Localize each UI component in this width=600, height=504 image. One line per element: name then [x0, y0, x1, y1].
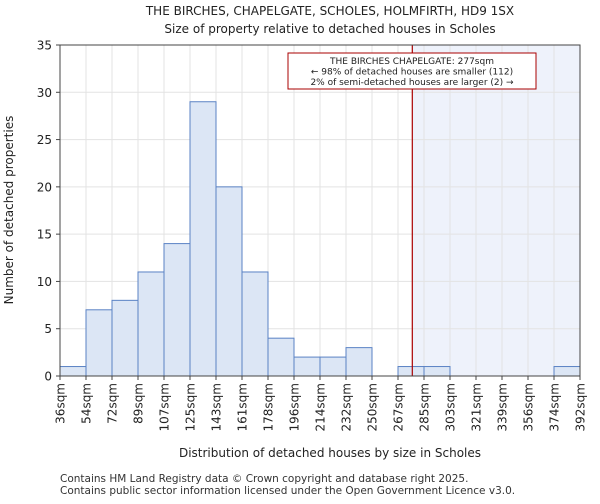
- x-tick-label: 54sqm: [80, 383, 94, 424]
- x-tick-label: 303sqm: [444, 383, 458, 431]
- x-tick-label: 339sqm: [496, 383, 510, 431]
- bar-232sqm: [345, 347, 373, 377]
- x-tick-label: 392sqm: [574, 383, 588, 431]
- annotation-box: THE BIRCHES CHAPELGATE: 277sqm ← 98% of …: [287, 52, 537, 90]
- bar-161sqm: [241, 271, 269, 377]
- x-tick-label: 107sqm: [158, 383, 172, 431]
- x-tick-label: 267sqm: [392, 383, 406, 431]
- x-axis-ticks: 36sqm 54sqm 72sqm 89sqm 107sqm 125sqm 143sqm 16…: [54, 376, 588, 431]
- larger-properties-region: [412, 45, 580, 376]
- bar-54sqm: [85, 309, 113, 377]
- y-tick-label: 10: [37, 275, 52, 289]
- x-tick-label: 232sqm: [340, 383, 354, 431]
- y-tick-label: 35: [37, 39, 52, 53]
- x-tick-label: 125sqm: [184, 383, 198, 431]
- annotation-line-1: THE BIRCHES CHAPELGATE: 277sqm: [329, 57, 494, 67]
- bar-214sqm: [319, 356, 347, 377]
- chart-subtitle: Size of property relative to detached ho…: [164, 22, 495, 36]
- bar-72sqm: [111, 299, 139, 377]
- x-tick-label: 285sqm: [418, 383, 432, 431]
- bar-285sqm: [423, 366, 451, 377]
- y-axis-label: Number of detached properties: [2, 116, 16, 305]
- bar-267sqm: [397, 366, 425, 377]
- footer-copyright: Contains HM Land Registry data © Crown c…: [60, 473, 468, 485]
- y-tick-label: 30: [37, 86, 52, 100]
- x-tick-label: 161sqm: [236, 383, 250, 431]
- y-axis-ticks: 0 5 10 15 20 25 30 35: [37, 39, 60, 384]
- x-tick-label: 321sqm: [470, 383, 484, 431]
- y-tick-label: 15: [37, 228, 52, 242]
- annotation-frame: [287, 52, 537, 90]
- bar-107sqm: [163, 243, 191, 377]
- bar-125sqm: [189, 101, 217, 377]
- x-tick-label: 374sqm: [548, 383, 562, 431]
- x-tick-label: 143sqm: [210, 383, 224, 431]
- footer-licence: Contains public sector information licen…: [60, 485, 515, 497]
- x-tick-label: 196sqm: [288, 383, 302, 431]
- x-tick-label: 72sqm: [106, 383, 120, 424]
- x-tick-label: 178sqm: [262, 383, 276, 431]
- x-axis-label: Distribution of detached houses by size …: [179, 446, 481, 460]
- annotation-line-2: ← 98% of detached houses are smaller (11…: [311, 68, 513, 78]
- bars: [59, 101, 581, 377]
- bar-178sqm: [267, 337, 295, 377]
- annotation-line-3: 2% of semi-detached houses are larger (2…: [310, 78, 514, 88]
- y-tick-label: 25: [37, 133, 52, 147]
- x-tick-label: 356sqm: [522, 383, 536, 431]
- y-tick-label: 20: [37, 180, 52, 194]
- x-tick-label: 36sqm: [54, 383, 68, 424]
- y-tick-label: 0: [44, 370, 52, 384]
- chart-title: THE BIRCHES, CHAPELGATE, SCHOLES, HOLMFI…: [145, 4, 514, 18]
- x-tick-label: 214sqm: [314, 383, 328, 431]
- x-tick-label: 250sqm: [366, 383, 380, 431]
- bar-374sqm: [553, 366, 581, 377]
- bar-143sqm: [215, 186, 243, 377]
- bar-36sqm: [59, 366, 87, 377]
- x-tick-label: 89sqm: [132, 383, 146, 424]
- y-tick-label: 5: [44, 322, 52, 336]
- bar-89sqm: [137, 271, 165, 377]
- bar-196sqm: [293, 356, 321, 377]
